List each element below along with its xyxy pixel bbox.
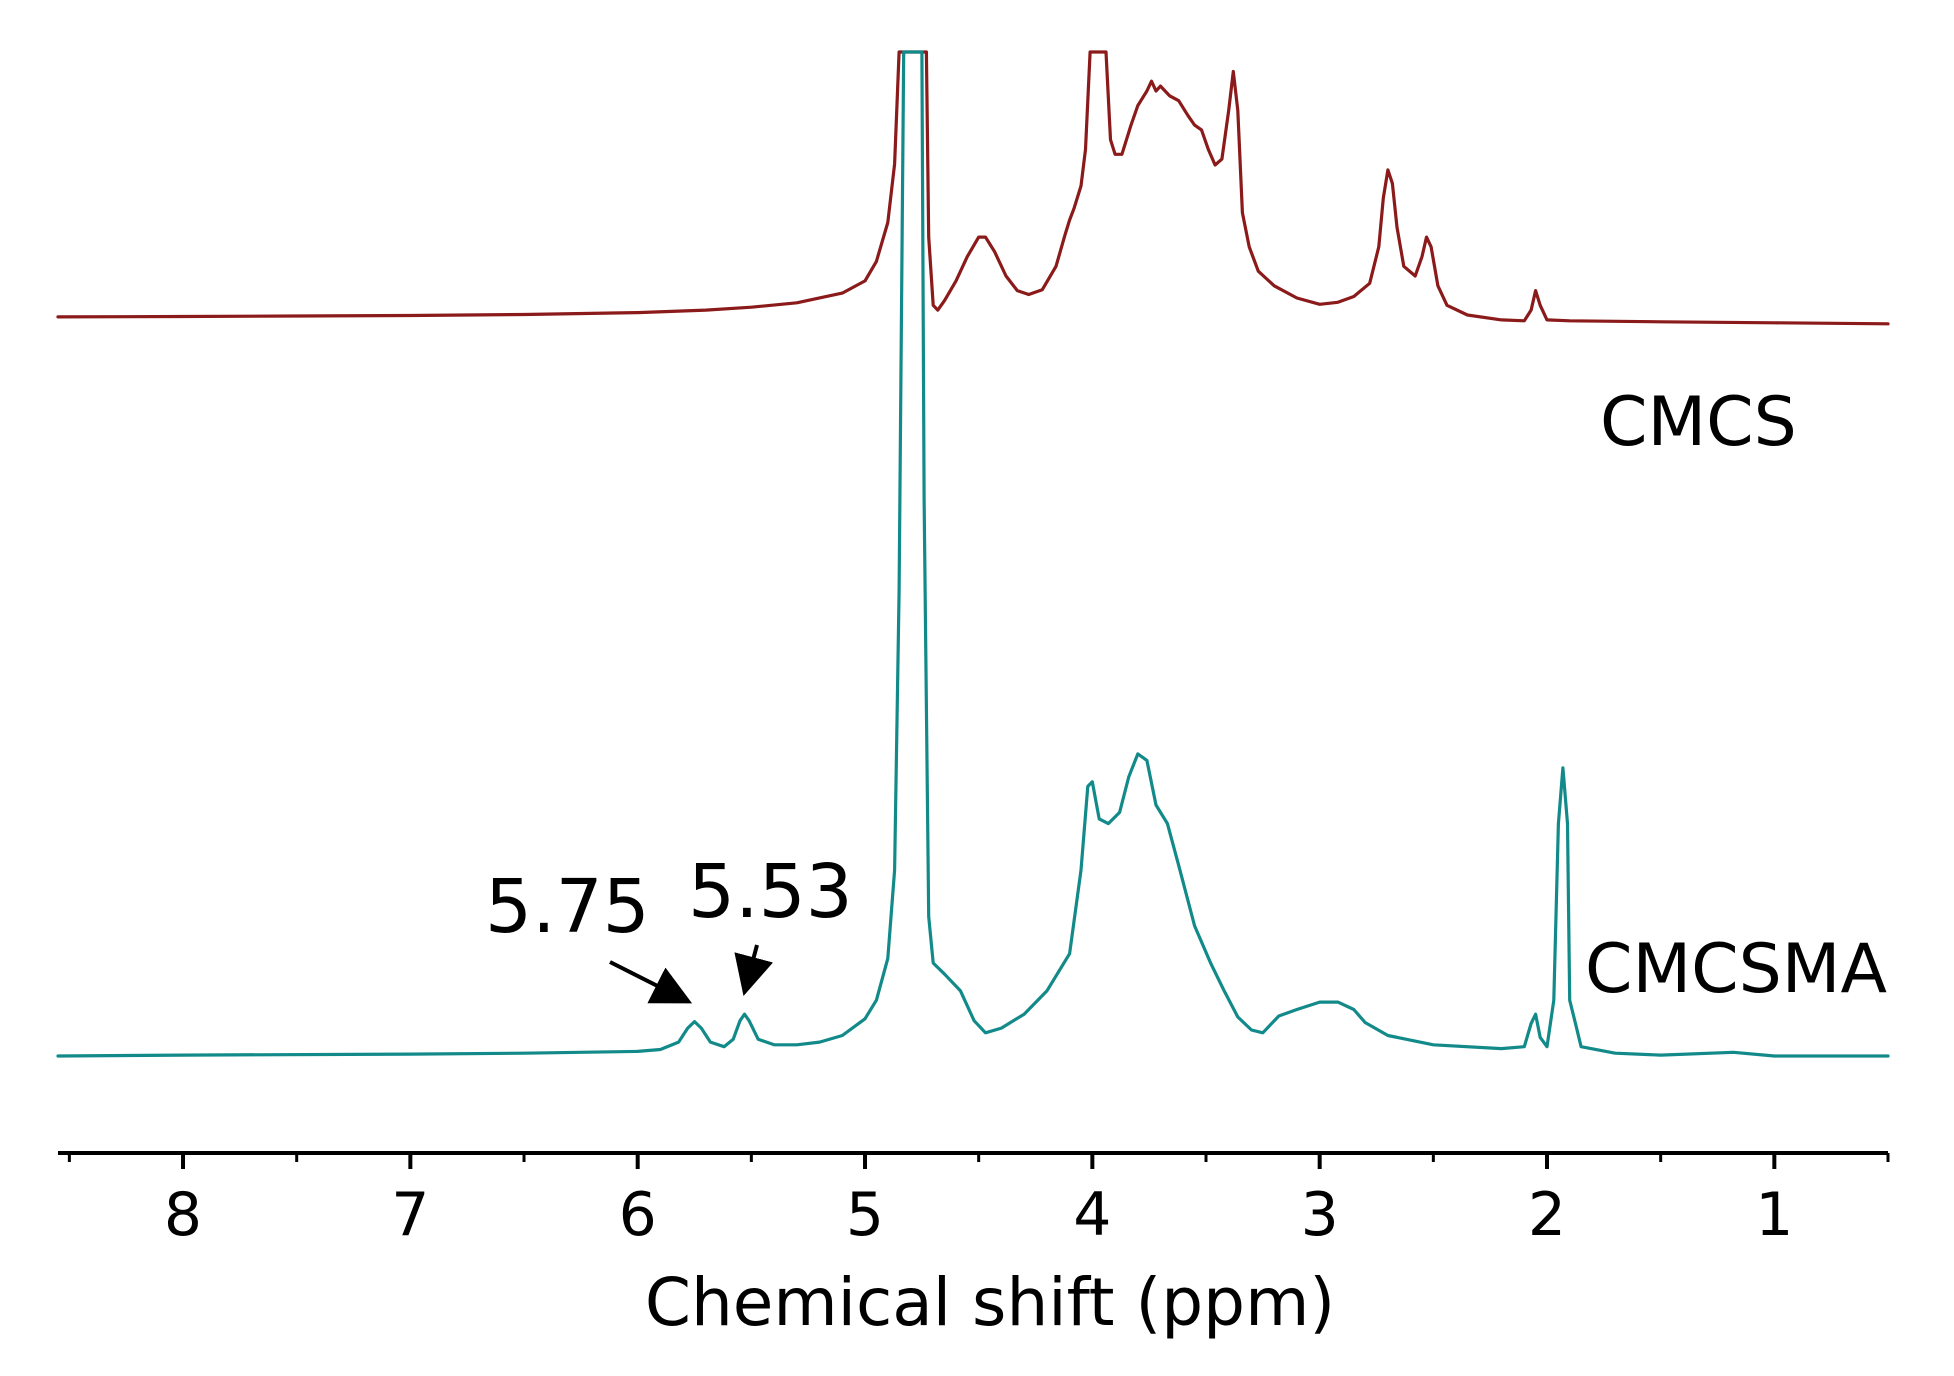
x-tick-label-5: 5 [846,1180,884,1250]
x-axis: 8 7 6 5 4 3 2 1 [58,1151,1890,1250]
annotation-label-5-75: 5.75 [485,864,650,950]
series-layer: CMCS CMCSMA [56,50,1890,1058]
annotation-arrow-5-53 [734,944,774,997]
x-tick-label-3: 3 [1301,1180,1339,1250]
x-tick-label-1: 1 [1755,1180,1793,1250]
annotation-layer: 5.75 5.53 [485,849,853,1004]
series-line-cmcs [56,50,1890,326]
x-axis-title: Chemical shift (ppm) [645,1264,1335,1341]
x-tick-label-2: 2 [1528,1180,1566,1250]
annotation-arrow-5-75 [609,960,693,1004]
x-tick-label-4: 4 [1073,1180,1111,1250]
series-line-cmcsma [56,50,1890,1058]
x-tick-label-7: 7 [391,1180,429,1250]
series-label-cmcs: CMCS [1600,383,1797,462]
annotation-label-5-53: 5.53 [688,849,853,935]
x-tick-label-8: 8 [164,1180,202,1250]
x-tick-label-6: 6 [619,1180,657,1250]
series-label-cmcsma: CMCSMA [1585,930,1887,1009]
